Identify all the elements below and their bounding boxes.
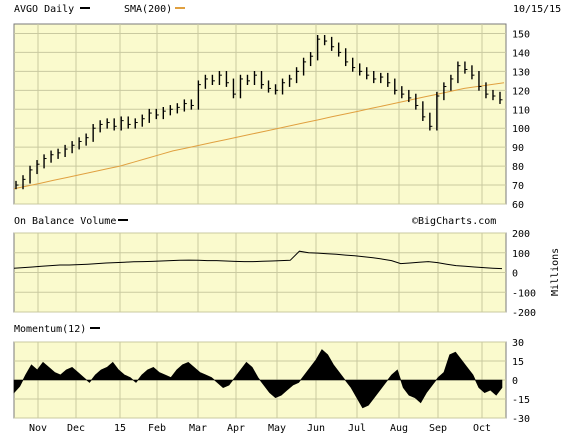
y-tick-label: 60 (512, 200, 524, 211)
obv-y-axis: 200 100 0 -100 -200 (512, 229, 536, 319)
y-tick-label: 200 (512, 229, 530, 240)
sma-line (13, 82, 505, 190)
obv-panel: On Balance Volume ©BigCharts.com 200 100 0… (13, 216, 561, 319)
momentum-label: Momentum(12) (14, 324, 86, 335)
y-tick-label: -15 (512, 395, 530, 406)
momentum-panel: Momentum(12) 30 15 0 -15 -30 (13, 324, 530, 425)
x-tick-label: Aug (390, 423, 408, 434)
y-tick-label: 120 (512, 86, 530, 97)
y-tick-label: 150 (512, 29, 530, 40)
x-tick-label: Apr (227, 423, 245, 434)
obv-grid (14, 232, 506, 313)
sma-legend-swatch (175, 7, 185, 9)
y-tick-label: 70 (512, 181, 524, 192)
x-tick-label: May (268, 423, 286, 434)
x-tick-label: Jun (307, 423, 325, 434)
y-tick-label: 110 (512, 105, 530, 116)
sma-label: SMA(200) (124, 4, 172, 15)
x-tick-label: Feb (148, 423, 166, 434)
x-tick-label: Sep (429, 423, 447, 434)
y-tick-label: -100 (512, 288, 536, 299)
price-panel: 60 70 80 90 100 110 120 130 140 150 (13, 23, 530, 211)
y-tick-label: 80 (512, 162, 524, 173)
y-tick-label: 130 (512, 67, 530, 78)
momentum-area (13, 349, 503, 409)
x-tick-label: Mar (189, 423, 207, 434)
price-y-axis: 60 70 80 90 100 110 120 130 140 150 (512, 29, 530, 211)
x-tick-label: Oct (473, 423, 491, 434)
x-tick-label: Dec (67, 423, 85, 434)
y-tick-label: 0 (512, 376, 518, 387)
obv-label: On Balance Volume (14, 216, 116, 227)
obv-line (13, 250, 503, 270)
price-panel-background (13, 23, 507, 205)
momentum-legend-swatch (90, 327, 100, 329)
bigcharts-credit: ©BigCharts.com (412, 216, 496, 227)
y-tick-label: -200 (512, 308, 536, 319)
chart-date: 10/15/15 (513, 4, 561, 15)
y-tick-label: 30 (512, 338, 524, 349)
price-bars (15, 34, 503, 190)
obv-legend-swatch (118, 219, 128, 221)
y-tick-label: 0 (512, 269, 518, 280)
chart-header: AVGO Daily SMA(200) 10/15/15 (14, 4, 561, 15)
momentum-y-axis: 30 15 0 -15 -30 (512, 338, 530, 425)
y-tick-label: 140 (512, 48, 530, 59)
y-tick-label: -30 (512, 414, 530, 425)
y-tick-label: 90 (512, 143, 524, 154)
x-tick-label: Nov (29, 423, 47, 434)
x-tick-label: 15 (114, 423, 126, 434)
x-tick-label: Jul (348, 423, 366, 434)
symbol-label: AVGO Daily (14, 4, 74, 15)
x-axis: Nov Dec 15 Feb Mar Apr May Jun Jul Aug Sep Oct (29, 423, 491, 434)
price-legend-swatch (80, 7, 90, 9)
y-tick-label: 15 (512, 357, 524, 368)
obv-unit-label: Millions (550, 248, 561, 296)
y-tick-label: 100 (512, 249, 530, 260)
y-tick-label: 100 (512, 124, 530, 135)
price-grid (14, 24, 506, 205)
